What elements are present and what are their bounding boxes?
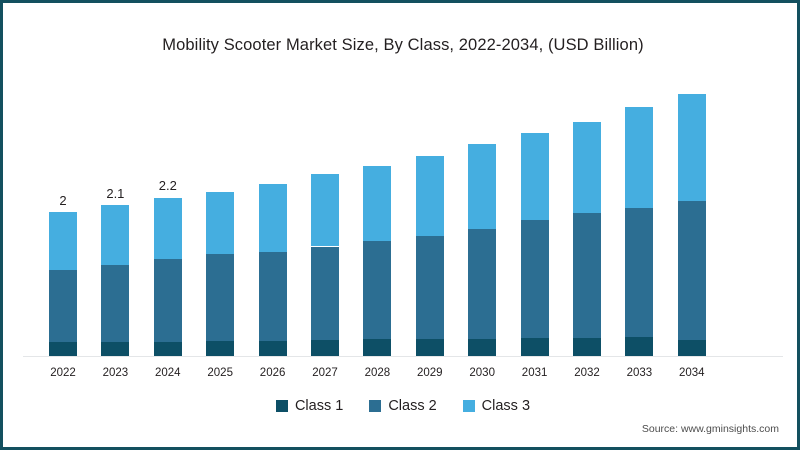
bar-segment-class-3[interactable] xyxy=(415,155,444,237)
bar-value-label: 2 xyxy=(59,192,67,208)
bar-value-label: 2.1 xyxy=(106,185,125,201)
bar-segment-class-1[interactable] xyxy=(520,338,549,356)
legend-swatch-icon xyxy=(369,400,382,412)
x-axis-tick-2034: 2034 xyxy=(679,367,705,379)
bar-segment-class-3[interactable] xyxy=(573,121,601,214)
plot-area: 2 2022 2.1 2023 2.2 2024 2025 2026 2027 2028 2029 2… xyxy=(3,3,797,447)
bar-segment-class-3[interactable] xyxy=(311,173,339,247)
bar-segment-class-2[interactable] xyxy=(677,201,706,341)
bar-segment-class-1[interactable] xyxy=(311,340,339,356)
x-axis-tick-2031: 2031 xyxy=(521,367,548,379)
bar-group[interactable] xyxy=(677,94,706,356)
bar-group[interactable] xyxy=(573,121,601,356)
bar-group[interactable] xyxy=(520,132,549,356)
bar-segment-class-2[interactable] xyxy=(101,264,130,343)
legend-swatch-icon xyxy=(462,400,475,412)
bar-segment-class-1[interactable] xyxy=(625,337,654,356)
bar-value-label: 2.2 xyxy=(158,178,177,194)
legend-label: Class 3 xyxy=(481,398,531,414)
x-axis-tick-2027: 2027 xyxy=(312,367,338,379)
legend-label: Class 1 xyxy=(294,398,344,414)
bar-group[interactable] xyxy=(415,155,444,356)
chart-legend: Class 1 Class 2 Class 3 xyxy=(3,398,797,414)
bar-group[interactable]: 2 xyxy=(49,193,77,356)
x-axis-tick-2030: 2030 xyxy=(469,367,495,379)
legend-item-class-2[interactable]: Class 2 xyxy=(369,398,437,414)
x-axis-tick-2024: 2024 xyxy=(155,367,181,379)
bar-segment-class-1[interactable] xyxy=(573,338,601,356)
x-axis-tick-2032: 2032 xyxy=(574,367,600,379)
bar-segment-class-3[interactable] xyxy=(101,204,130,265)
bar-segment-class-1[interactable] xyxy=(153,341,182,356)
bar-segment-class-3[interactable] xyxy=(206,191,235,254)
bar-segment-class-2[interactable] xyxy=(49,269,77,343)
bar-segment-class-2[interactable] xyxy=(520,219,549,338)
bar-segment-class-2[interactable] xyxy=(363,240,392,340)
legend-item-class-1[interactable]: Class 1 xyxy=(275,398,344,414)
x-axis-line xyxy=(23,356,783,357)
bar-group[interactable] xyxy=(258,183,287,356)
bar-segment-class-3[interactable] xyxy=(258,183,287,253)
bar-segment-class-2[interactable] xyxy=(258,252,287,341)
legend-swatch-icon xyxy=(275,400,288,412)
bar-group[interactable] xyxy=(363,165,392,356)
bar-segment-class-3[interactable] xyxy=(520,132,549,220)
x-axis-tick-2033: 2033 xyxy=(626,367,653,379)
bar-group[interactable] xyxy=(311,173,339,356)
page-title: Mobility Scooter Market Size, By Class, … xyxy=(162,36,644,54)
bar-segment-class-1[interactable] xyxy=(206,340,235,356)
bar-segment-class-1[interactable] xyxy=(468,338,497,356)
x-axis-tick-2028: 2028 xyxy=(364,367,391,379)
bar-segment-class-3[interactable] xyxy=(363,165,392,241)
bar-segment-class-3[interactable] xyxy=(468,144,497,230)
bar-segment-class-1[interactable] xyxy=(258,340,287,356)
bar-segment-class-3[interactable] xyxy=(677,94,706,202)
bar-segment-class-2[interactable] xyxy=(206,253,235,341)
source-attribution: Source: www.gminsights.com xyxy=(641,423,779,435)
bar-segment-class-1[interactable] xyxy=(49,342,77,356)
bar-segment-class-2[interactable] xyxy=(415,236,444,340)
x-axis-tick-2022: 2022 xyxy=(50,367,76,379)
bar-group[interactable]: 2.1 xyxy=(101,186,130,356)
legend-label: Class 2 xyxy=(388,398,437,414)
bar-group[interactable]: 2.2 xyxy=(153,178,182,356)
bar-segment-class-1[interactable] xyxy=(415,339,444,356)
bar-segment-class-1[interactable] xyxy=(677,340,706,356)
bar-group[interactable] xyxy=(206,191,235,356)
bar-segment-class-3[interactable] xyxy=(153,197,182,260)
bar-segment-class-1[interactable] xyxy=(101,342,130,356)
bar-group[interactable] xyxy=(468,144,497,356)
x-axis-tick-2025: 2025 xyxy=(207,367,233,379)
bar-segment-class-2[interactable] xyxy=(311,246,339,341)
legend-item-class-3[interactable]: Class 3 xyxy=(462,398,531,414)
bar-segment-class-3[interactable] xyxy=(49,211,77,270)
x-axis-tick-2026: 2026 xyxy=(259,367,286,379)
bar-group[interactable] xyxy=(625,107,654,356)
x-axis-tick-2029: 2029 xyxy=(417,367,443,379)
bar-segment-class-1[interactable] xyxy=(363,339,392,356)
bar-segment-class-3[interactable] xyxy=(625,107,654,208)
x-axis-tick-2023: 2023 xyxy=(102,367,129,379)
bar-segment-class-2[interactable] xyxy=(573,213,601,338)
bar-segment-class-2[interactable] xyxy=(625,207,654,338)
bar-segment-class-2[interactable] xyxy=(468,229,497,339)
bar-segment-class-2[interactable] xyxy=(153,259,182,342)
